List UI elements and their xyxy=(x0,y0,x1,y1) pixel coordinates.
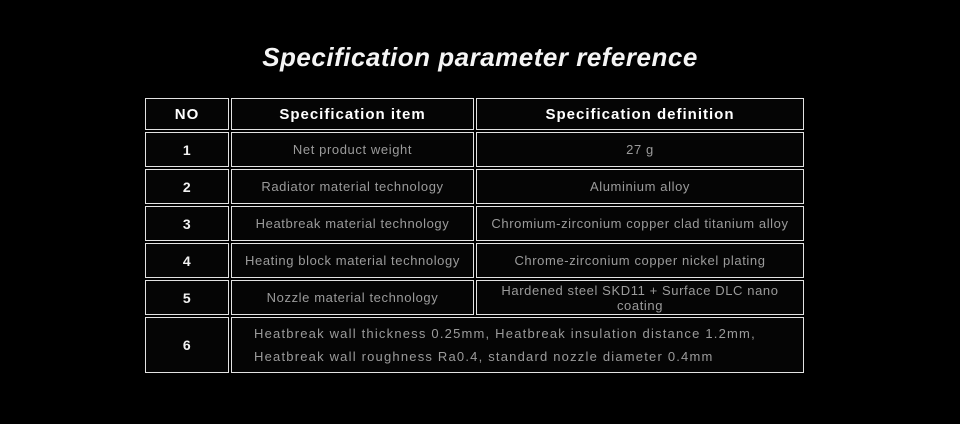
row-number-cell: 2 xyxy=(145,169,229,204)
item-cell: Net product weight xyxy=(231,132,474,167)
definition-cell: 27 g xyxy=(476,132,804,167)
definition-cell: Aluminium alloy xyxy=(476,169,804,204)
row-number-cell: 4 xyxy=(145,243,229,278)
definition-cell: Chromium-zirconium copper clad titanium … xyxy=(476,206,804,241)
table-header-row: NO Specification item Specification defi… xyxy=(145,98,804,130)
row-number-cell: 3 xyxy=(145,206,229,241)
item-cell: Nozzle material technology xyxy=(231,280,474,315)
table-row: 1 Net product weight 27 g xyxy=(145,132,804,167)
row-number-cell: 1 xyxy=(145,132,229,167)
definition-cell: Chrome-zirconium copper nickel plating xyxy=(476,243,804,278)
table-row: 3 Heatbreak material technology Chromium… xyxy=(145,206,804,241)
item-cell: Heating block material technology xyxy=(231,243,474,278)
specification-table: NO Specification item Specification defi… xyxy=(143,96,806,375)
row-number-cell: 5 xyxy=(145,280,229,315)
header-cell-item: Specification item xyxy=(231,98,474,130)
definition-line: Heatbreak wall thickness 0.25mm, Heatbre… xyxy=(254,326,756,341)
table-row: 6 Heatbreak wall thickness 0.25mm, Heatb… xyxy=(145,317,804,373)
definition-line: Heatbreak wall roughness Ra0.4, standard… xyxy=(254,349,714,364)
definition-cell: Hardened steel SKD11 + Surface DLC nano … xyxy=(476,280,804,315)
item-cell: Radiator material technology xyxy=(231,169,474,204)
header-cell-definition: Specification definition xyxy=(476,98,804,130)
definition-cell-merged: Heatbreak wall thickness 0.25mm, Heatbre… xyxy=(231,317,804,373)
row-number-cell: 6 xyxy=(145,317,229,373)
table-row: 2 Radiator material technology Aluminium… xyxy=(145,169,804,204)
header-cell-no: NO xyxy=(145,98,229,130)
page-title: Specification parameter reference xyxy=(262,42,698,72)
table-row: 5 Nozzle material technology Hardened st… xyxy=(145,280,804,315)
table-row: 4 Heating block material technology Chro… xyxy=(145,243,804,278)
item-cell: Heatbreak material technology xyxy=(231,206,474,241)
